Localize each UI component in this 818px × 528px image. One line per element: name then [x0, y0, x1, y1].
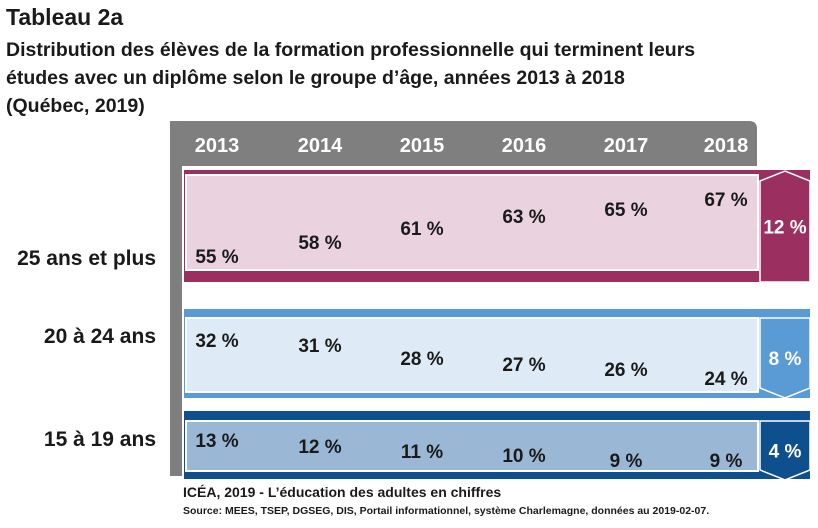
series-1-panel [185, 174, 759, 271]
series-1-value-2013: 55 % [195, 247, 238, 268]
subtitle-line-1: Distribution des élèves de la formation … [6, 39, 696, 61]
series-3-row-label: 15 à 19 ans [44, 428, 156, 451]
year-header-2015: 2015 [400, 135, 445, 157]
series-3-value-2018: 9 % [710, 451, 743, 472]
series-3-change-badge [759, 420, 811, 481]
series-2-value-2017: 26 % [604, 360, 647, 381]
series-1-value-2016: 63 % [502, 207, 545, 228]
series-2-value-2018: 24 % [704, 369, 747, 390]
series-3-panel [185, 420, 759, 472]
series-3-value-2015: 11 % [401, 442, 443, 463]
header-band [170, 121, 757, 166]
year-header-2017: 2017 [604, 135, 649, 157]
series-1-value-2018: 67 % [704, 190, 747, 211]
series-1-value-2017: 65 % [604, 200, 647, 221]
series-2-value-2015: 28 % [400, 349, 443, 370]
series-1-row-label: 25 ans et plus [17, 247, 156, 270]
series-3-value-2013: 13 % [195, 431, 238, 452]
series-2-panel [185, 317, 759, 393]
series-1-change-label: 12 % [763, 218, 806, 239]
series-2-change-badge [759, 317, 811, 399]
series-3-value-2017: 9 % [610, 451, 643, 472]
year-header-2014: 2014 [298, 135, 343, 157]
series-2-value-2013: 32 % [195, 331, 238, 352]
series-3-value-2016: 10 % [502, 446, 545, 467]
series-2-value-2014: 31 % [298, 336, 341, 357]
page-title: Tableau 2a [6, 4, 124, 30]
source-detail: Source: MEES, TSEP, DGSEG, DIS, Portail … [183, 505, 710, 517]
year-header-2013: 2013 [195, 135, 240, 157]
subtitle-line-3: (Québec, 2019) [6, 95, 145, 117]
source-main: ICÉA, 2019 - L’éducation des adultes en … [183, 484, 502, 500]
year-header-2018: 2018 [704, 135, 749, 157]
chart-subtitle: Distribution des élèves de la formation … [6, 36, 796, 120]
series-2-row-label: 20 à 24 ans [44, 325, 156, 348]
series-1-value-2015: 61 % [400, 219, 443, 240]
series-1-change-badge [759, 170, 811, 283]
series-3-value-2014: 12 % [298, 437, 341, 458]
series-1-value-2014: 58 % [298, 233, 341, 254]
series-2-change-label: 8 % [769, 349, 802, 370]
series-3-change-label: 4 % [769, 442, 802, 463]
series-2-value-2016: 27 % [502, 355, 545, 376]
frame-spine [170, 121, 182, 476]
year-header-2016: 2016 [502, 135, 547, 157]
subtitle-line-2: études avec un diplôme selon le groupe d… [6, 67, 625, 89]
